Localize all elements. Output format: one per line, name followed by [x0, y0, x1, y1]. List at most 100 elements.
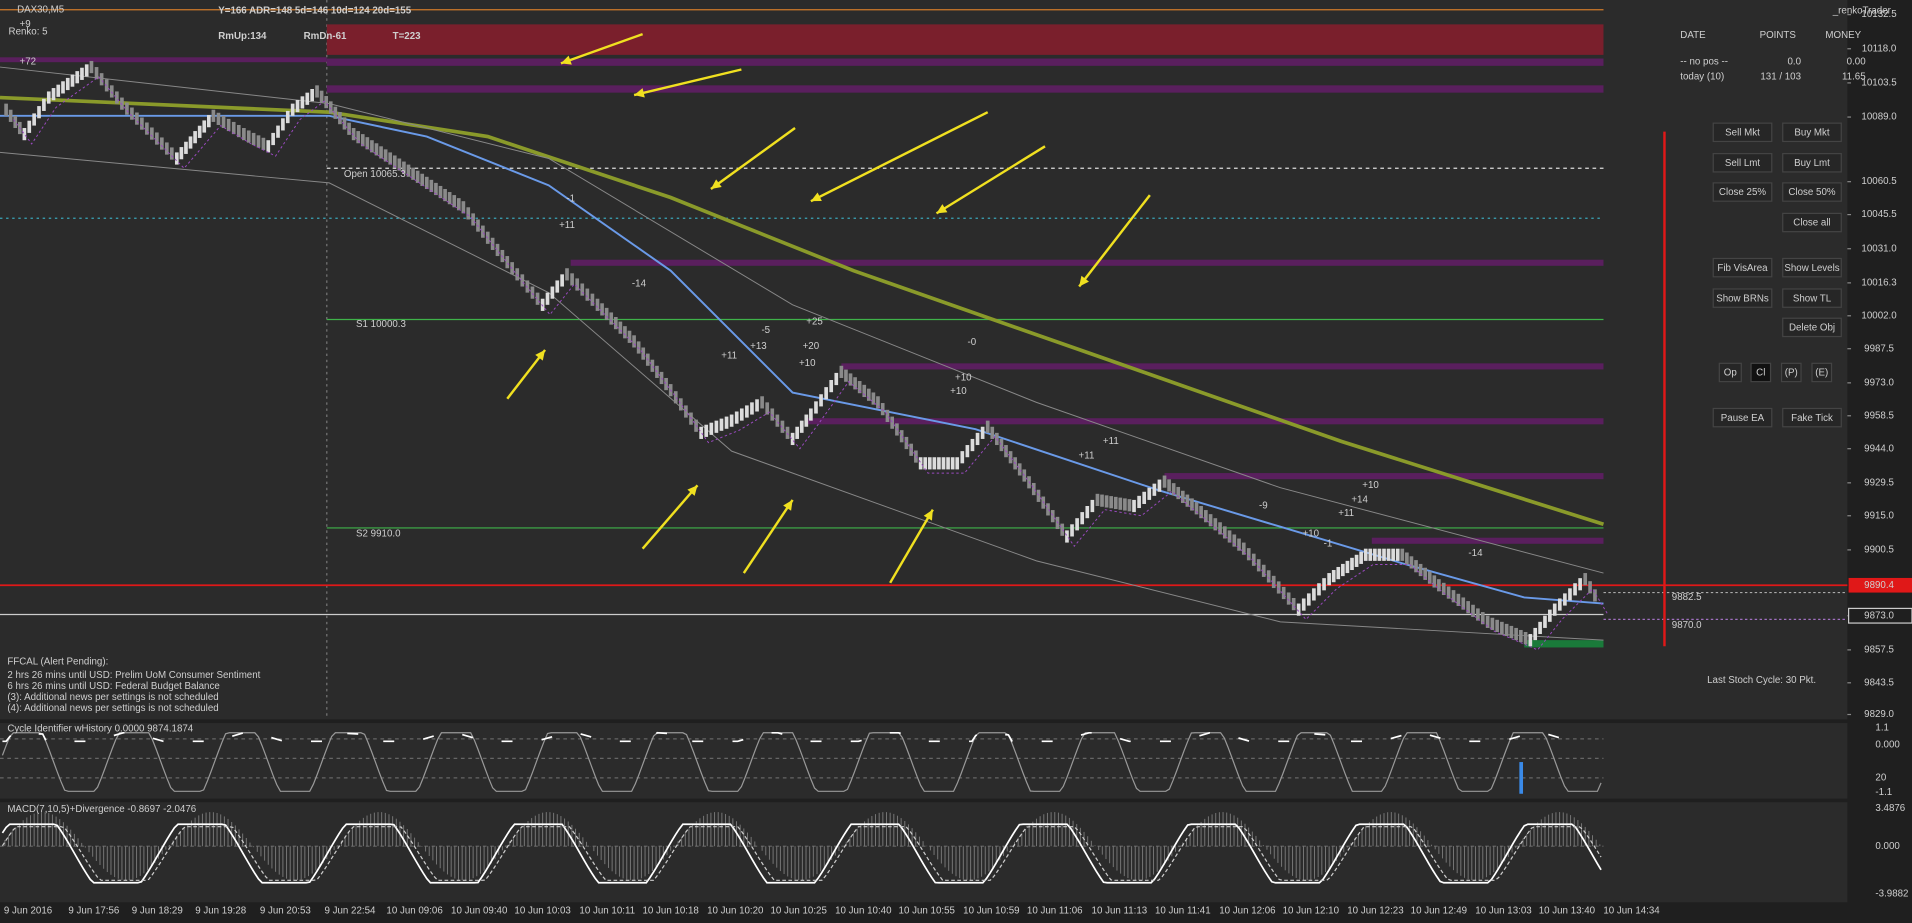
- button[interactable]: [1811, 362, 1833, 383]
- renko-brick: [1552, 603, 1557, 616]
- renko-brick: [1563, 593, 1567, 606]
- total: T=223: [393, 31, 421, 42]
- renko-brick: [1075, 518, 1079, 531]
- button[interactable]: [1782, 182, 1842, 202]
- renko-brick: [1471, 604, 1475, 617]
- button[interactable]: [1712, 182, 1773, 202]
- renko-brick: [276, 125, 280, 138]
- renko-brick: [1509, 625, 1514, 639]
- button[interactable]: [1780, 362, 1802, 383]
- renko-brick: [89, 60, 94, 74]
- renko-brick: [1190, 498, 1194, 511]
- renko-brick: [1538, 621, 1542, 635]
- button[interactable]: [1782, 317, 1842, 338]
- button[interactable]: [1782, 153, 1842, 173]
- renko-brick: [1354, 554, 1359, 567]
- renko-brick: [560, 274, 564, 287]
- renko-brick: [1036, 489, 1041, 502]
- renko-brick: [785, 426, 790, 439]
- renko-brick: [1504, 623, 1509, 637]
- renko-brick: [94, 67, 99, 80]
- trade-annotation: +14: [1351, 494, 1368, 505]
- renko-brick: [1152, 483, 1157, 496]
- renko-brick: [1336, 566, 1341, 580]
- button[interactable]: [1782, 288, 1842, 308]
- renko-brick: [1050, 510, 1055, 523]
- renko-brick: [13, 115, 18, 129]
- button[interactable]: [1712, 257, 1773, 278]
- renko-brick: [1017, 463, 1022, 476]
- renko-brick: [750, 402, 754, 415]
- renko-brick: [22, 128, 27, 141]
- button[interactable]: [1782, 407, 1842, 428]
- renko-brick: [627, 330, 632, 343]
- arrow: [710, 127, 796, 190]
- time-label: 10 Jun 13:40: [1539, 905, 1596, 916]
- renko-brick: [1400, 548, 1405, 561]
- button-label: Op: [1724, 368, 1738, 379]
- renko-brick: [1213, 518, 1218, 531]
- trade-cell: 0.0: [1787, 57, 1801, 68]
- renko-brick: [379, 146, 383, 159]
- button-label: Show Levels: [1784, 263, 1839, 274]
- price-label: 10103.5: [1861, 77, 1897, 88]
- button[interactable]: [1782, 122, 1842, 143]
- renko-brick: [374, 143, 379, 156]
- renko-brick: [809, 408, 813, 421]
- renko-brick: [857, 381, 862, 394]
- plus9: +9: [20, 19, 31, 30]
- button[interactable]: [1782, 212, 1842, 233]
- renko-brick: [370, 140, 374, 153]
- renko-brick: [1241, 542, 1246, 555]
- button[interactable]: [1750, 362, 1772, 383]
- button[interactable]: [1712, 153, 1773, 173]
- trade-annotation: -14: [1468, 548, 1483, 559]
- renko-brick: [420, 173, 425, 186]
- button[interactable]: [1712, 288, 1773, 308]
- renko-brick: [145, 122, 149, 135]
- renko-brick: [650, 359, 655, 372]
- trade-annotation: +11: [721, 351, 737, 362]
- resistance-band: [326, 24, 1604, 55]
- ffcal-line: 2 hrs 26 mins until USD: Prelim UoM Cons…: [7, 670, 260, 681]
- button[interactable]: [1718, 362, 1742, 383]
- renko-brick: [1296, 603, 1301, 616]
- button-label: Buy Mkt: [1794, 127, 1830, 138]
- renko-brick: [780, 420, 785, 433]
- renko-brick: [950, 457, 955, 470]
- renko-brick: [383, 149, 388, 162]
- renko-brick: [866, 388, 871, 401]
- renko-brick: [1519, 629, 1523, 643]
- button[interactable]: [1712, 122, 1773, 143]
- renko-brick: [1046, 503, 1050, 516]
- renko-brick: [1533, 627, 1538, 641]
- renko-brick: [1109, 496, 1113, 509]
- renko-brick: [99, 73, 104, 86]
- renko-brick: [1500, 621, 1504, 635]
- renko-brick: [1395, 548, 1400, 561]
- renko-brick: [613, 317, 618, 330]
- renko-brick: [319, 90, 324, 103]
- renko-brick: [342, 117, 347, 130]
- renko-brick: [310, 89, 314, 102]
- arrow: [935, 145, 1046, 215]
- renko-brick: [636, 341, 641, 354]
- price-label: 10089.0: [1861, 112, 1897, 123]
- renko-brick: [1327, 573, 1331, 586]
- button-label: Buy Lmt: [1794, 158, 1830, 169]
- renko-brick: [876, 396, 880, 409]
- renko-brick: [471, 213, 475, 226]
- renko-brick: [927, 457, 932, 470]
- renko-brick: [184, 141, 188, 154]
- renko-brick: [140, 117, 144, 130]
- button[interactable]: [1782, 257, 1842, 278]
- renko-brick: [1256, 559, 1261, 572]
- cycle-history: [1, 732, 1602, 792]
- renko-brick: [1301, 598, 1306, 611]
- renko-brick: [1251, 553, 1256, 566]
- renko-brick: [1548, 609, 1552, 622]
- button[interactable]: [1712, 407, 1773, 428]
- cycle-panel: [0, 723, 1848, 799]
- renko-brick: [1171, 483, 1176, 496]
- renko-brick: [941, 457, 946, 470]
